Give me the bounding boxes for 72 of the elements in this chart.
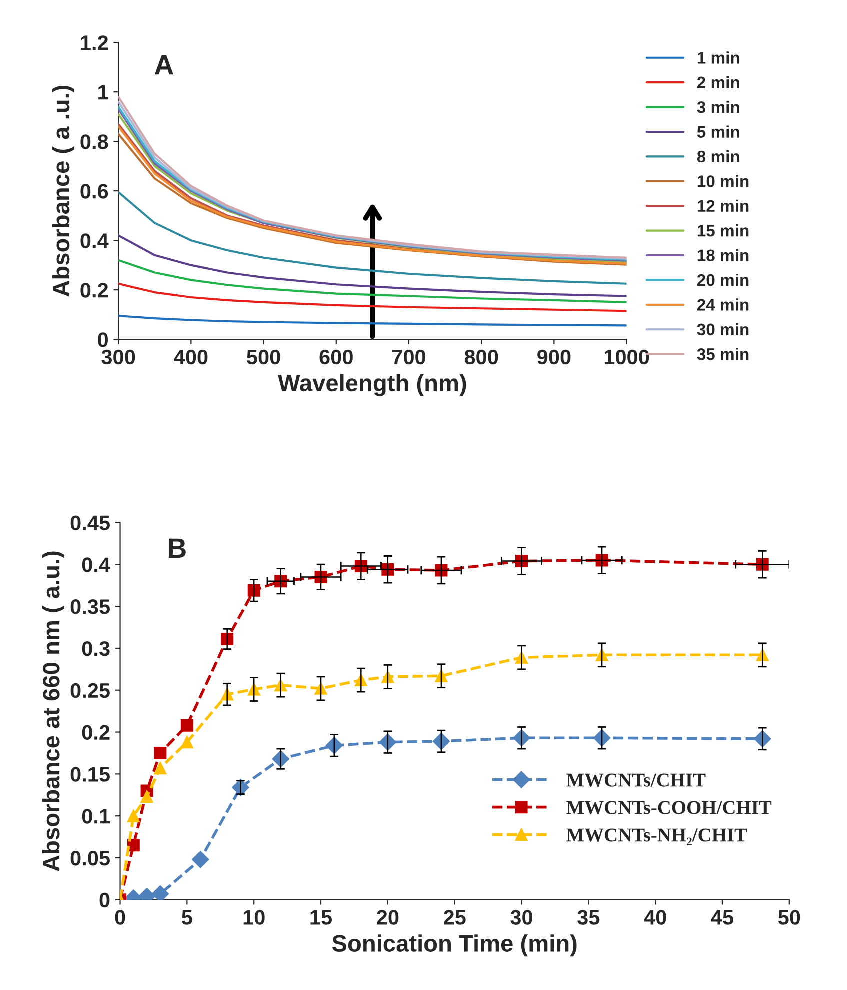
legend-label: MWCNTs-NH₂/CHIT <box>566 828 748 846</box>
x-tick-label: 25 <box>444 910 466 925</box>
legend-label: 35 min <box>697 348 749 360</box>
annotation: B <box>168 538 186 558</box>
point <box>180 719 194 732</box>
annotation: A <box>154 55 174 75</box>
x-axis-title: Sonication Time (min) <box>332 934 577 957</box>
x-tick-label: 0 <box>115 910 126 925</box>
y-tick-label: 0.15 <box>70 767 110 782</box>
legend-label: 12 min <box>698 200 749 212</box>
y-axis-title: Absorbance at 660 nm ( a.u.) <box>42 552 64 872</box>
x-axis-title: Wavelength (nm) <box>278 374 466 396</box>
y-tick-label: 0.6 <box>80 184 108 199</box>
line-series <box>118 191 627 285</box>
x-tick-label: 800 <box>464 350 498 365</box>
point <box>154 762 167 775</box>
point <box>248 584 260 597</box>
y-tick-label: 0 <box>98 332 108 348</box>
line-series <box>118 282 627 312</box>
legend-label: 8 min <box>697 150 740 163</box>
x-tick-label: 700 <box>392 350 426 365</box>
point <box>180 736 194 749</box>
x-tick-label: 50 <box>778 910 800 925</box>
y-tick-label: 0.8 <box>80 134 108 150</box>
legend-label: 30 min <box>697 323 749 336</box>
y-tick-label: 0.2 <box>82 725 110 740</box>
x-tick-label: 30 <box>510 910 532 925</box>
x-tick-label: 10 <box>244 910 265 925</box>
legend-label: 2 min <box>697 76 740 88</box>
line-series <box>118 315 627 327</box>
point <box>152 885 169 900</box>
x-tick-label: 500 <box>247 350 280 365</box>
y-tick-label: 0.25 <box>70 683 110 698</box>
x-tick-label: 900 <box>538 350 571 365</box>
y-tick-label: 1.2 <box>81 36 108 50</box>
legend-label: 3 min <box>697 101 740 114</box>
legend-label: 1 min <box>698 52 740 64</box>
point <box>140 790 154 804</box>
y-tick-label: 0.05 <box>70 851 110 866</box>
legend-label: 5 min <box>697 126 740 138</box>
y-tick-label: 0 <box>100 892 110 908</box>
x-tick-label: 40 <box>644 910 666 925</box>
legend-label: 20 min <box>697 274 749 286</box>
x-tick-label: 35 <box>578 910 600 925</box>
y-tick-label: 0.3 <box>82 641 110 656</box>
x-tick-label: 5 <box>182 910 192 925</box>
y-tick-label: 0.2 <box>80 283 108 298</box>
legend-label: MWCNTs/CHIT <box>566 774 706 787</box>
x-tick-label: 300 <box>102 350 136 365</box>
x-tick-label: 600 <box>320 350 353 365</box>
x-tick-label: 1000 <box>604 350 650 365</box>
point <box>154 746 167 760</box>
point <box>192 851 210 868</box>
legend-label: MWCNTs-COOH/CHIT <box>566 801 772 814</box>
legend-label: 18 min <box>698 249 749 262</box>
y-tick-label: 0.4 <box>82 558 110 572</box>
y-tick-label: 0.1 <box>82 809 110 824</box>
legend-label: 10 min <box>698 175 749 188</box>
x-tick-label: 400 <box>174 350 208 365</box>
legend-label: 24 min <box>697 298 749 311</box>
y-tick-label: 0.4 <box>80 234 109 248</box>
y-tick-label: 0.35 <box>70 600 110 614</box>
legend-label: 15 min <box>698 224 749 237</box>
point <box>127 810 140 822</box>
y-tick-label: 1 <box>98 85 108 100</box>
x-tick-label: 20 <box>377 910 399 925</box>
y-axis-title: Absorbance ( a .u.) <box>52 86 74 297</box>
line-series <box>118 259 627 304</box>
y-tick-label: 0.45 <box>70 516 110 530</box>
x-tick-label: 15 <box>310 910 332 925</box>
line-series <box>118 234 627 298</box>
x-tick-label: 45 <box>711 910 734 925</box>
